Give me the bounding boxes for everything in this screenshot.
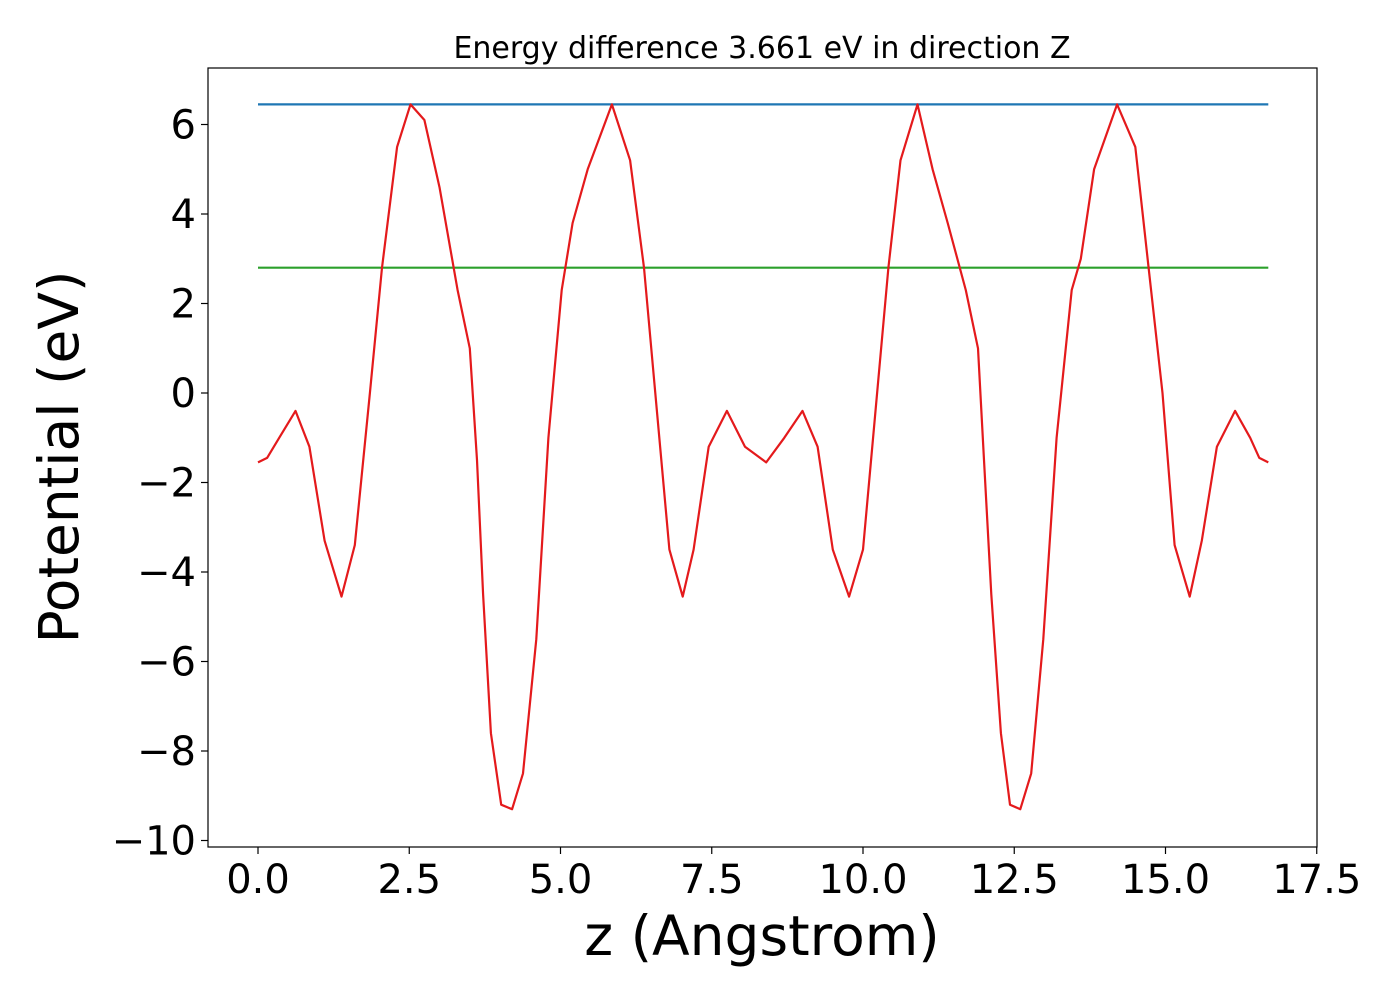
chart-title: Energy difference 3.661 eV in direction … [453, 31, 1070, 66]
y-tick-label: 2 [171, 282, 196, 328]
x-axis-label: z (Angstrom) [584, 904, 940, 968]
y-tick-label: 0 [171, 371, 196, 417]
y-tick-label: −8 [137, 729, 196, 775]
y-axis-ticks: 6 4 2 0 −2 −4 −6 −8 −10 [112, 103, 208, 865]
y-tick-label: −6 [137, 640, 196, 686]
y-axis-label: Potential (eV) [27, 271, 91, 644]
y-tick-label: 4 [171, 192, 196, 238]
x-tick-label: 10.0 [818, 857, 907, 903]
y-tick-label: 6 [171, 103, 196, 149]
y-tick-label: −4 [137, 550, 196, 596]
y-tick-label: −2 [137, 461, 196, 507]
x-tick-label: 15.0 [1121, 857, 1210, 903]
series-layer [257, 103, 1269, 811]
x-axis-ticks: 0.0 2.5 5.0 7.5 10.0 12.5 15.0 17.5 [226, 847, 1361, 903]
x-tick-label: 12.5 [970, 857, 1059, 903]
series-line-2 [257, 103, 1269, 811]
y-tick-label: −10 [112, 819, 196, 865]
x-tick-label: 0.0 [226, 857, 290, 903]
x-tick-label: 7.5 [680, 857, 744, 903]
x-tick-label: 2.5 [377, 857, 441, 903]
plot-area-frame [207, 67, 1318, 848]
x-tick-label: 5.0 [529, 857, 593, 903]
x-tick-label: 17.5 [1272, 857, 1361, 903]
